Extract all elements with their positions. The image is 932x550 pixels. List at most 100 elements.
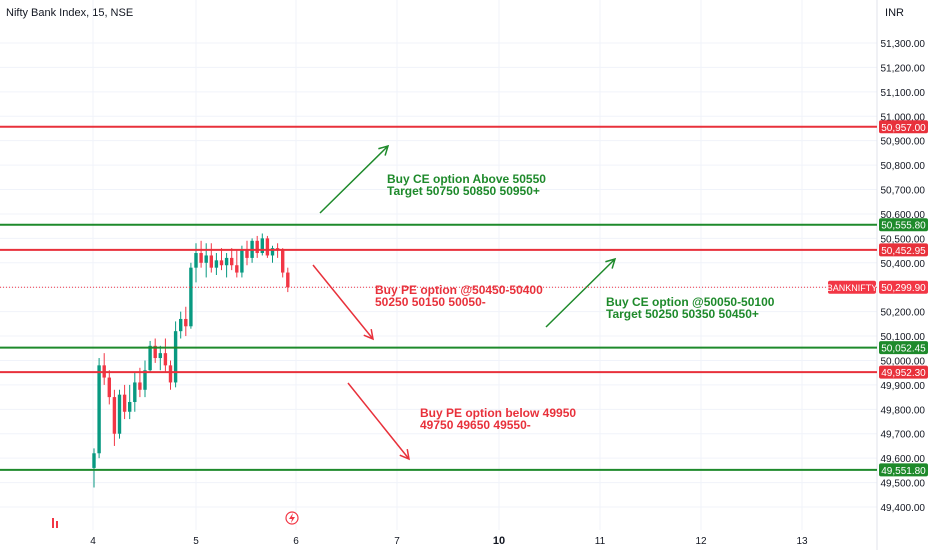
level-line-red[interactable]: 50,452.95	[0, 243, 928, 257]
y-tick-label: 51,200.00	[881, 63, 926, 74]
y-tick-label: 49,700.00	[881, 430, 926, 441]
candle	[97, 358, 101, 459]
candle	[117, 389, 122, 439]
currency-label[interactable]: INR	[885, 7, 904, 19]
x-tick-label: 5	[193, 536, 199, 547]
candle	[230, 248, 234, 271]
arrow-shaft	[545, 258, 616, 328]
y-tick-label: 51,100.00	[881, 88, 926, 99]
arrow-head	[605, 257, 617, 269]
candle-body	[122, 394, 127, 412]
x-tick-label: 11	[595, 536, 606, 547]
candle-body	[112, 397, 117, 434]
x-tick-label: 7	[394, 536, 400, 547]
annotation-line: Target 50250 50350 50450+	[606, 307, 759, 321]
candle-body	[260, 238, 264, 254]
arrow-icon[interactable]	[545, 257, 617, 328]
candle-body	[153, 345, 157, 359]
candle	[158, 345, 162, 371]
candle	[270, 245, 275, 263]
candle	[163, 338, 168, 373]
candle-body	[143, 370, 147, 390]
candle	[209, 243, 213, 273]
level-line-red[interactable]: 49,952.30	[0, 365, 928, 380]
candle-body	[265, 238, 270, 256]
candle-body	[179, 318, 183, 332]
candle-body	[230, 257, 234, 266]
level-line-red[interactable]: 50,957.00	[0, 120, 928, 134]
candle	[102, 353, 106, 385]
annotation-line: 49750 49650 49550-	[420, 418, 531, 432]
x-tick-label: 10	[493, 535, 505, 547]
candle-body	[214, 260, 219, 268]
annotation-buy-ce-above[interactable]: Buy CE option Above 50550 Target 50750 5…	[387, 173, 546, 197]
candle-body	[184, 318, 188, 327]
candle-body	[224, 257, 229, 266]
candle	[122, 384, 127, 420]
annotation-line: Buy CE option @50050-50100	[606, 295, 775, 309]
candle	[168, 360, 173, 390]
candle-body	[168, 365, 173, 383]
candle-body	[163, 353, 168, 366]
y-tick-label: 50,500.00	[881, 234, 926, 245]
candle-body	[128, 401, 132, 412]
arrow-icon[interactable]	[347, 382, 410, 461]
candle-body	[209, 255, 213, 268]
candle	[128, 384, 132, 420]
annotation-line: Buy CE option Above 50550	[387, 172, 546, 186]
y-tick-label: 50,800.00	[881, 161, 926, 172]
annotation-line: Buy PE option below 49950	[420, 406, 577, 420]
level-lines[interactable]: 50,957.00 50,555.80 50,452.95 50,052.45 49,9…	[0, 120, 928, 477]
candle-body	[97, 365, 101, 454]
volume-bar	[56, 521, 58, 528]
symbol-tag-label: BANKNIFTY	[827, 283, 878, 293]
x-tick-label: 4	[90, 536, 96, 547]
candle	[112, 389, 117, 446]
annotation-buy-pe-below[interactable]: Buy PE option below 49950 49750 49650 49…	[420, 407, 576, 431]
event-icon-bolt	[289, 513, 295, 523]
level-line-green[interactable]: 50,052.45	[0, 341, 928, 355]
x-tick-label: 6	[293, 536, 299, 547]
last-price-label: 50,299.90	[881, 283, 926, 294]
y-tick-label: 49,500.00	[881, 479, 926, 490]
event-icon[interactable]	[285, 511, 299, 525]
level-price-tag	[879, 243, 928, 257]
candle-body	[281, 250, 285, 273]
last-price-tag	[879, 280, 928, 294]
candle-body	[158, 353, 162, 359]
candle	[148, 340, 152, 373]
candle-body	[189, 267, 193, 327]
time-axis[interactable]: 4 5 6 7 10 11 12 13	[90, 535, 808, 547]
annotation-buy-ce-range[interactable]: Buy CE option @50050-50100 Target 50250 …	[606, 296, 774, 320]
annotation-line: Buy PE option @50450-50400	[375, 283, 543, 297]
level-line-green[interactable]: 49,551.80	[0, 463, 928, 477]
x-tick-label: 13	[796, 536, 808, 547]
candle	[240, 245, 244, 278]
candle	[133, 372, 137, 412]
candle	[204, 243, 208, 278]
arrow-icon[interactable]	[312, 264, 374, 341]
arrow-shaft	[312, 264, 374, 340]
level-price-tag	[879, 341, 928, 355]
candle	[179, 311, 183, 339]
markers	[52, 511, 299, 528]
arrow-icon[interactable]	[319, 144, 390, 214]
candles	[92, 233, 290, 488]
candle	[214, 253, 219, 275]
candle-body	[204, 255, 208, 263]
trade-arrows[interactable]	[312, 144, 617, 461]
candle-body	[138, 382, 142, 390]
annotation-line: 50250 50150 50050-	[375, 295, 486, 309]
candle-body	[219, 260, 224, 266]
level-line-green[interactable]: 50,555.80	[0, 218, 928, 232]
candle	[173, 321, 178, 388]
y-tick-label: 50,900.00	[881, 137, 926, 148]
candle-body	[173, 331, 178, 383]
candle	[255, 235, 259, 258]
y-tick-label: 50,200.00	[881, 308, 926, 319]
arrow-head	[399, 449, 410, 461]
candle-body	[148, 345, 152, 371]
annotation-buy-pe-range[interactable]: Buy PE option @50450-50400 50250 50150 5…	[375, 284, 543, 308]
price-axis[interactable]: 49,400.00 49,500.00 49,600.00 49,700.00 49,8…	[881, 39, 926, 514]
